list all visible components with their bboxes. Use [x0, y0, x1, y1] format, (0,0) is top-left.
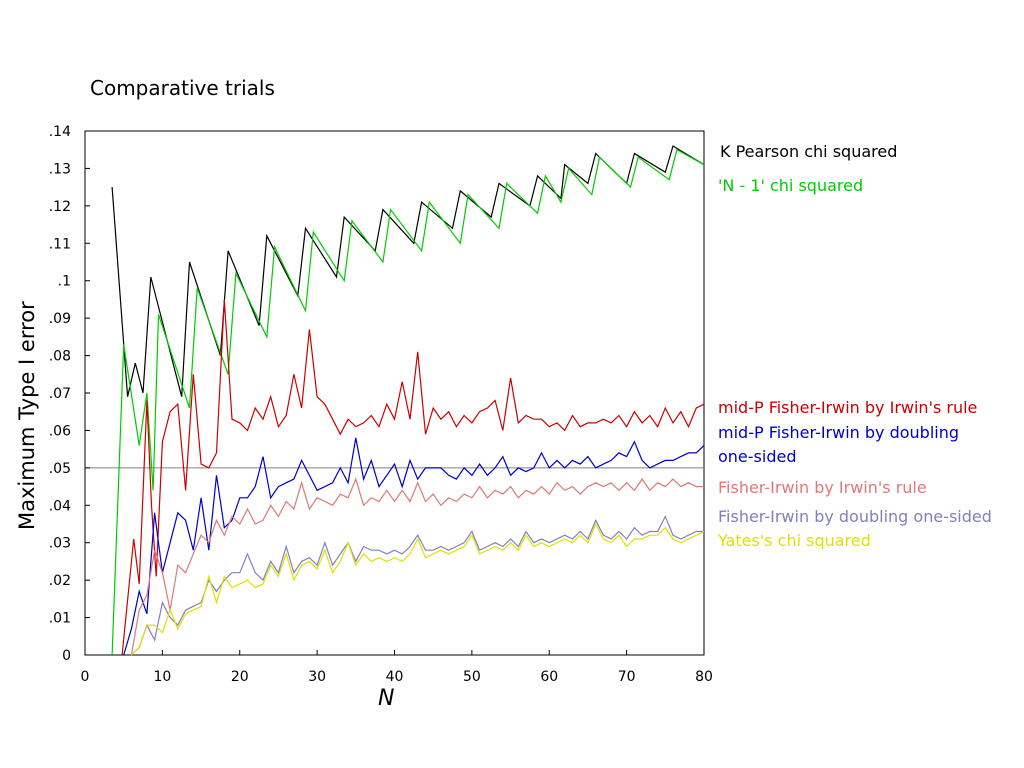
- legend-entry: mid-P Fisher-Irwin by doubling: [718, 423, 959, 442]
- x-tick-label: 20: [231, 669, 249, 685]
- series-group: [111, 145, 705, 656]
- series-line-6: [130, 515, 704, 656]
- y-axis-label: Maximum Type I error: [15, 301, 39, 530]
- series-line-7: [130, 522, 705, 656]
- x-tick-label: 40: [386, 669, 404, 685]
- y-tick-label: .06: [49, 423, 71, 439]
- chart-title: Comparative trials: [90, 76, 275, 100]
- legend-entry: K Pearson chi squared: [720, 142, 897, 161]
- x-tick-label: 50: [463, 669, 481, 685]
- legend: K Pearson chi squared 'N - 1' chi squared…: [717, 142, 992, 550]
- x-tick-label: 0: [81, 669, 90, 685]
- y-tick-label: .12: [49, 199, 71, 215]
- plot-area: [84, 130, 705, 656]
- series-line-3: [121, 299, 705, 656]
- y-tick-label: .03: [49, 536, 71, 552]
- legend-entry: one-sided: [718, 447, 796, 466]
- x-tick-label: 30: [308, 669, 326, 685]
- y-tick-label: .1: [58, 274, 71, 290]
- y-tick-label: 0: [62, 648, 71, 664]
- x-tick-label: 80: [695, 669, 713, 685]
- y-tick-label: .07: [49, 386, 71, 402]
- x-tick-label: 10: [153, 669, 171, 685]
- legend-entry: mid-P Fisher-Irwin by Irwin's rule: [718, 398, 977, 417]
- y-tick-label: .05: [49, 461, 71, 477]
- plot-frame: [84, 130, 705, 656]
- series-line-2: [111, 148, 705, 656]
- legend-entry: 'N - 1' chi squared: [718, 176, 863, 195]
- x-tick-label: 70: [618, 669, 636, 685]
- legend-entry: Fisher-Irwin by Irwin's rule: [718, 478, 927, 497]
- y-axis-ticks: 0 .01 .02 .03 .04 .05 .06 .07 .08 .09 .1 .11 .12 .13.…: [49, 124, 90, 664]
- series-line-5: [130, 477, 704, 656]
- x-tick-label: 60: [540, 669, 558, 685]
- y-tick-label: .02: [49, 573, 71, 589]
- y-tick-label: .08: [49, 349, 71, 365]
- y-tick-label: .01: [49, 611, 71, 627]
- legend-entry: Yates's chi squared: [717, 531, 871, 550]
- y-tick-label: .11: [49, 236, 71, 252]
- y-tick-label: .14: [49, 124, 71, 140]
- x-axis-label: N: [378, 686, 394, 711]
- series-line-1: [111, 145, 705, 397]
- y-tick-label: .09: [49, 311, 71, 327]
- x-axis-ticks: 0 10 20 30 40 50 60 70 80: [81, 650, 713, 685]
- y-tick-label: .13: [49, 161, 71, 177]
- y-tick-label: .04: [49, 498, 71, 514]
- legend-entry: Fisher-Irwin by doubling one-sided: [718, 507, 992, 526]
- series-line-4: [123, 437, 705, 656]
